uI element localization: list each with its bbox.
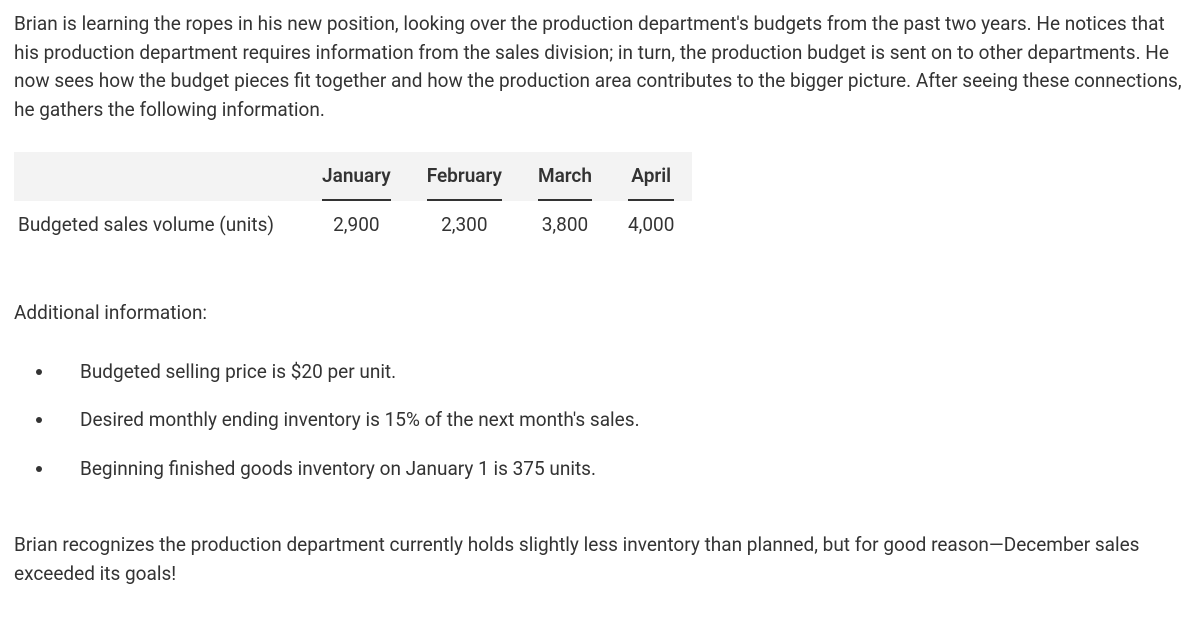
col-header-april: April [610, 152, 692, 201]
additional-info-label: Additional information: [14, 299, 1186, 328]
cell-april: 4,000 [610, 201, 692, 250]
col-header-january: January [304, 152, 409, 201]
sales-volume-table: January February March April Budgeted sa… [14, 152, 692, 249]
closing-paragraph: Brian recognizes the production departme… [14, 531, 1186, 588]
cell-february: 2,300 [409, 201, 520, 250]
sales-volume-table-wrap: January February March April Budgeted sa… [14, 152, 1186, 249]
col-header-march: March [520, 152, 610, 201]
cell-march: 3,800 [520, 201, 610, 250]
table-header-row: January February March April [14, 152, 692, 201]
additional-info-list: Budgeted selling price is $20 per unit. … [14, 358, 1186, 484]
intro-paragraph: Brian is learning the ropes in his new p… [14, 10, 1186, 124]
empty-header [14, 152, 304, 201]
table-row: Budgeted sales volume (units) 2,900 2,30… [14, 201, 692, 250]
col-header-february: February [409, 152, 520, 201]
list-item: Desired monthly ending inventory is 15% … [36, 406, 1186, 435]
list-item: Budgeted selling price is $20 per unit. [36, 358, 1186, 387]
row-label: Budgeted sales volume (units) [14, 201, 304, 250]
cell-january: 2,900 [304, 201, 409, 250]
list-item: Beginning finished goods inventory on Ja… [36, 455, 1186, 484]
